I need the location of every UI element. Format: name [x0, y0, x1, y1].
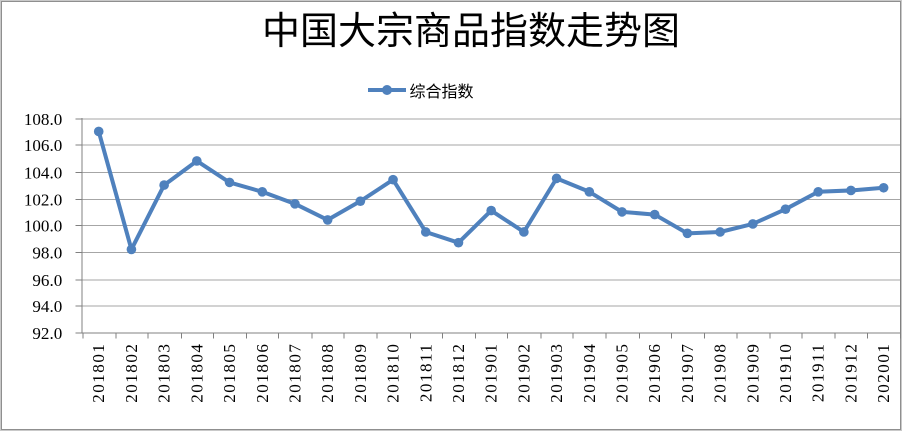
y-axis-tick-label: 94.0 — [32, 297, 62, 316]
x-axis-tick-label: 201905 — [613, 343, 632, 403]
legend: 综合指数 — [1, 79, 841, 101]
x-axis-tick-label: 201908 — [711, 343, 730, 403]
data-point-marker — [355, 196, 366, 206]
data-point-marker — [878, 182, 889, 193]
data-point-marker — [388, 174, 398, 185]
y-axis-tick-label: 98.0 — [32, 244, 62, 263]
data-point-marker — [93, 126, 104, 137]
x-axis-tick-label: 201911 — [809, 343, 828, 403]
legend-series-label: 综合指数 — [409, 84, 474, 101]
x-axis-tick-label: 201904 — [580, 343, 599, 403]
data-point-marker — [682, 228, 693, 239]
y-axis-tick-label: 106.0 — [24, 136, 62, 155]
x-axis-tick-label: 201902 — [514, 343, 533, 403]
x-axis-tick-label: 201806 — [253, 343, 272, 403]
y-axis-tick-label: 92.0 — [32, 324, 62, 343]
legend-line-marker-icon — [368, 84, 407, 96]
y-axis-tick-label: 100.0 — [24, 217, 62, 236]
series-line — [96, 129, 886, 252]
x-axis-tick-label: 201910 — [776, 343, 795, 403]
data-point-marker — [551, 173, 562, 184]
y-axis-tick-label: 104.0 — [24, 163, 62, 182]
data-point-marker — [257, 186, 268, 197]
y-axis-tick-label: 96.0 — [32, 271, 62, 290]
x-axis-tick-label: 201811 — [416, 343, 435, 403]
data-point-marker — [846, 185, 856, 196]
y-axis-tick-label: 108.0 — [24, 110, 62, 129]
x-axis-tick-label: 201903 — [547, 343, 566, 403]
data-point-marker — [420, 227, 431, 237]
data-point-marker — [224, 177, 235, 188]
x-axis-tick-label: 201801 — [89, 343, 108, 403]
y-axis-tick-label: 102.0 — [24, 190, 62, 209]
x-axis-tick-label: 201906 — [645, 343, 664, 403]
data-point-marker — [126, 244, 137, 255]
x-axis-tick-label: 202001 — [874, 343, 893, 403]
x-axis-tick-label: 201804 — [187, 343, 206, 403]
x-axis-tick-label: 201901 — [482, 343, 501, 403]
legend-dot-icon — [382, 85, 393, 95]
data-point-marker — [192, 156, 202, 166]
data-point-marker — [584, 186, 595, 197]
data-point-marker — [780, 204, 791, 215]
x-axis-tick-label: 201803 — [155, 343, 174, 403]
data-point-marker — [747, 219, 758, 229]
data-point-marker — [159, 180, 169, 190]
chart-title: 中国大宗商品指数走势图 — [261, 11, 680, 53]
x-axis-tick-label: 201805 — [220, 343, 239, 403]
x-axis-tick-label: 201909 — [743, 343, 762, 403]
data-point-marker — [617, 207, 627, 217]
data-point-marker — [813, 186, 824, 197]
data-point-marker — [290, 199, 300, 209]
data-point-marker — [453, 237, 464, 248]
x-axis-tick-label: 201809 — [351, 343, 370, 403]
data-point-marker — [715, 227, 725, 237]
x-axis-tick-label: 201812 — [449, 343, 468, 403]
data-point-marker — [322, 215, 333, 225]
x-axis-tick-label: 201807 — [285, 343, 304, 403]
data-point-marker — [649, 209, 660, 220]
data-point-marker — [519, 227, 529, 237]
x-axis-tick-label: 201907 — [678, 343, 697, 403]
data-point-marker — [486, 205, 496, 216]
x-axis-tick-label: 201802 — [122, 343, 141, 403]
x-axis-tick-label: 201808 — [318, 343, 337, 403]
x-axis-tick-label: 201810 — [384, 343, 403, 403]
x-axis-tick-label: 201912 — [841, 343, 860, 403]
